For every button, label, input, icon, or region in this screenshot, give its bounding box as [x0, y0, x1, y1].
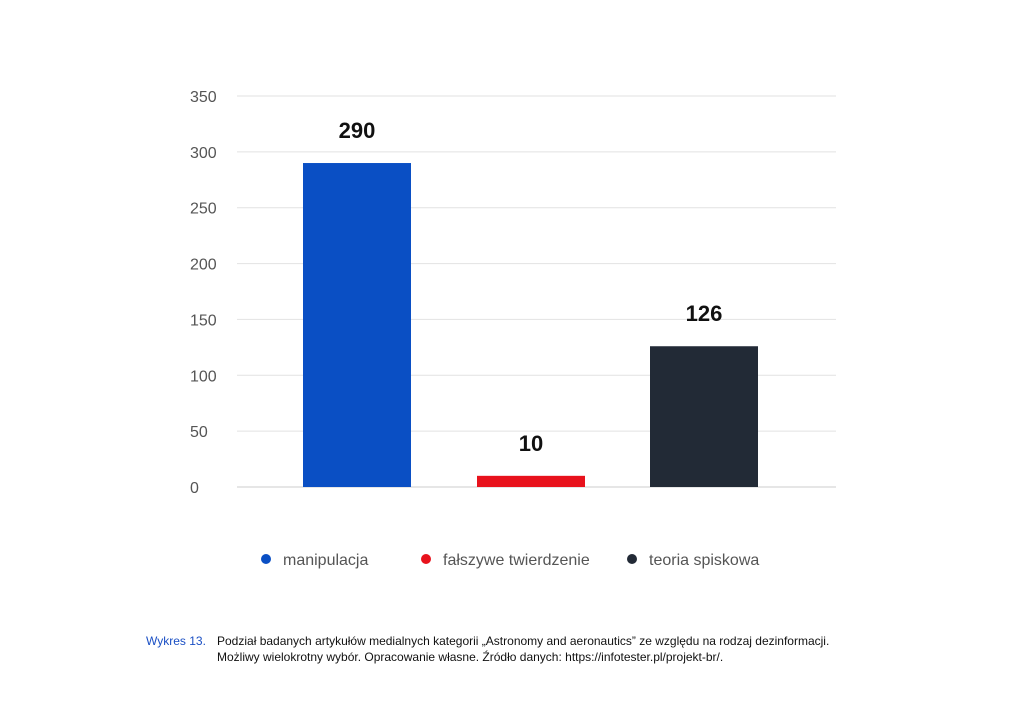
y-tick-label: 150	[190, 312, 217, 329]
legend-marker	[261, 554, 271, 564]
data-label: 126	[686, 301, 723, 326]
caption-line-2: Możliwy wielokrotny wybór. Opracowanie w…	[217, 650, 724, 664]
y-tick-label: 300	[190, 145, 217, 162]
y-tick-label: 100	[190, 368, 217, 385]
legend: manipulacja fałszywe twierdzenie teoria sp…	[261, 552, 759, 569]
bar	[477, 475, 585, 487]
caption-text: Podział badanych artykułów medialnych ka…	[217, 633, 937, 665]
bar	[650, 346, 758, 487]
legend-label: fałszywe twierdzenie	[443, 552, 590, 569]
legend-marker	[421, 554, 431, 564]
legend-marker	[627, 554, 637, 564]
bar	[303, 163, 411, 487]
data-label: 290	[339, 118, 376, 143]
y-tick-label: 350	[190, 89, 217, 106]
legend-label: manipulacja	[283, 552, 368, 569]
y-tick-label: 200	[190, 257, 217, 274]
y-tick-label: 250	[190, 201, 217, 218]
y-tick-label: 0	[190, 480, 199, 497]
data-labels: 290 10 126	[339, 118, 723, 456]
caption-label: Wykres 13.	[146, 634, 206, 648]
data-label: 10	[519, 431, 543, 456]
y-axis-ticks: 0 50 100 150 200 250 300 350	[190, 89, 217, 497]
bar-chart: 0 50 100 150 200 250 300 350 290 10 126 manipulac…	[190, 89, 836, 569]
legend-label: teoria spiskowa	[649, 552, 759, 569]
caption-line-1: Podział badanych artykułów medialnych ka…	[217, 634, 830, 648]
y-tick-label: 50	[190, 424, 208, 441]
bars	[303, 163, 758, 487]
